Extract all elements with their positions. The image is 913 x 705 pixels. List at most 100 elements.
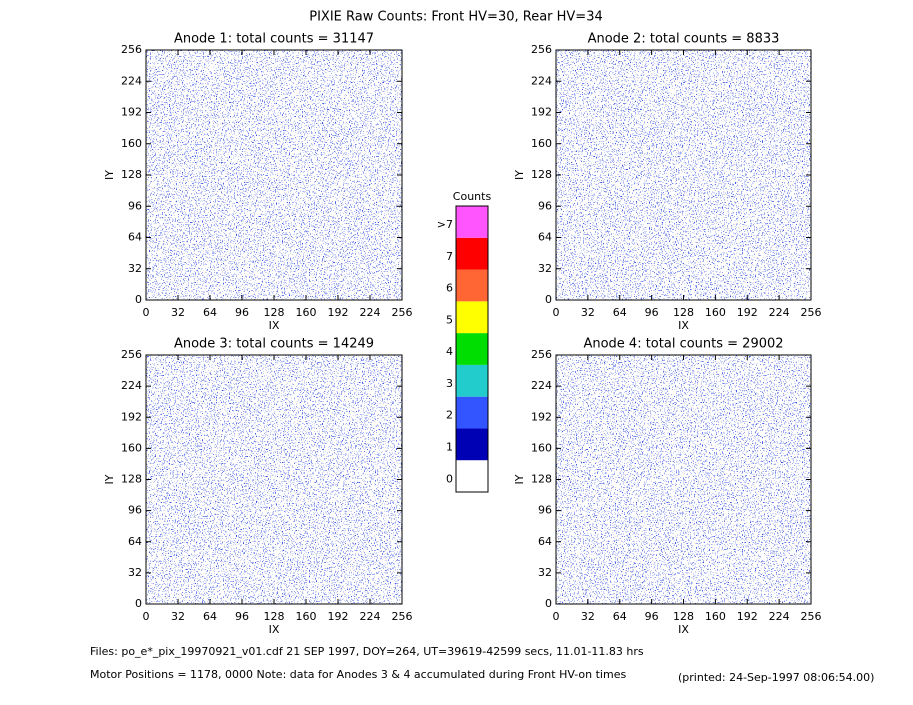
y-tick-label: 192 xyxy=(531,410,552,423)
y-tick-label: 160 xyxy=(531,137,552,150)
x-tick-label: 160 xyxy=(705,610,726,623)
colorbar-label: 7 xyxy=(446,250,453,263)
panel-title: Anode 3: total counts = 14249 xyxy=(174,337,374,352)
y-tick-label: 32 xyxy=(128,262,142,275)
y-tick-label: 128 xyxy=(531,168,552,181)
y-axis-label: IY xyxy=(513,170,526,180)
colorbar-swatch xyxy=(456,428,488,461)
y-tick-label: 160 xyxy=(121,441,142,454)
y-tick-label: 64 xyxy=(128,535,142,548)
panel-title: Anode 4: total counts = 29002 xyxy=(583,337,783,352)
y-tick-label: 64 xyxy=(128,231,142,244)
x-tick-label: 192 xyxy=(328,306,349,319)
x-tick-label: 32 xyxy=(581,306,595,319)
x-tick-label: 64 xyxy=(203,306,217,319)
colorbar-swatch xyxy=(456,396,488,429)
count-texture xyxy=(556,50,811,300)
y-tick-label: 96 xyxy=(538,504,552,517)
y-tick-label: 0 xyxy=(545,293,552,306)
colorbar-frame xyxy=(455,205,489,493)
colorbar-swatch xyxy=(456,237,488,270)
count-texture xyxy=(146,355,402,604)
colorbar-swatch xyxy=(456,364,488,397)
y-tick-label: 224 xyxy=(121,74,142,87)
y-tick-label: 0 xyxy=(135,597,142,610)
y-tick-label: 32 xyxy=(538,262,552,275)
x-tick-label: 192 xyxy=(737,610,758,623)
y-tick-label: 96 xyxy=(128,199,142,212)
y-tick-label: 96 xyxy=(128,504,142,517)
colorbar-swatch xyxy=(456,460,488,492)
y-tick-label: 256 xyxy=(531,43,552,56)
x-tick-label: 64 xyxy=(613,306,627,319)
y-tick-label: 256 xyxy=(531,348,552,361)
x-tick-label: 128 xyxy=(264,610,285,623)
y-tick-label: 192 xyxy=(121,410,142,423)
colorbar-swatch xyxy=(456,333,488,365)
x-tick-label: 32 xyxy=(171,306,185,319)
y-tick-label: 96 xyxy=(538,199,552,212)
x-tick-label: 224 xyxy=(360,306,381,319)
x-tick-label: 96 xyxy=(645,610,659,623)
y-tick-label: 256 xyxy=(121,348,142,361)
panel-title: Anode 1: total counts = 31147 xyxy=(174,32,374,47)
x-tick-label: 96 xyxy=(645,306,659,319)
y-tick-label: 160 xyxy=(121,137,142,150)
colorbar-label: 3 xyxy=(446,377,453,390)
y-tick-label: 160 xyxy=(531,441,552,454)
colorbar-label: 1 xyxy=(446,441,453,454)
colorbar-label: 6 xyxy=(446,282,453,295)
x-axis-label: IX xyxy=(269,623,280,636)
colorbar-label: >7 xyxy=(437,218,453,231)
x-tick-label: 0 xyxy=(553,306,560,319)
x-tick-label: 0 xyxy=(143,306,150,319)
x-tick-label: 224 xyxy=(769,610,790,623)
x-tick-label: 192 xyxy=(328,610,349,623)
x-tick-label: 128 xyxy=(673,306,694,319)
y-tick-label: 64 xyxy=(538,535,552,548)
x-tick-label: 96 xyxy=(235,306,249,319)
x-axis-label: IX xyxy=(678,319,689,332)
x-tick-label: 0 xyxy=(143,610,150,623)
colorbar-label: 5 xyxy=(446,313,453,326)
y-tick-label: 64 xyxy=(538,231,552,244)
x-axis-label: IX xyxy=(269,319,280,332)
x-tick-label: 0 xyxy=(553,610,560,623)
footer-motor: Motor Positions = 1178, 0000 Note: data … xyxy=(90,668,626,681)
count-texture xyxy=(556,355,811,604)
x-tick-label: 32 xyxy=(171,610,185,623)
colorbar-label: 4 xyxy=(446,345,453,358)
count-texture xyxy=(146,50,402,300)
x-tick-label: 32 xyxy=(581,610,595,623)
colorbar-swatch xyxy=(456,269,488,302)
y-tick-label: 0 xyxy=(545,597,552,610)
colorbar-swatch xyxy=(456,301,488,334)
x-tick-label: 128 xyxy=(673,610,694,623)
x-tick-label: 96 xyxy=(235,610,249,623)
y-axis-label: IY xyxy=(103,170,116,180)
colorbar-label: 2 xyxy=(446,409,453,422)
y-axis-label: IY xyxy=(103,474,116,484)
x-tick-label: 128 xyxy=(264,306,285,319)
x-tick-label: 256 xyxy=(801,306,822,319)
footer-files: Files: po_e*_pix_19970921_v01.cdf 21 SEP… xyxy=(90,645,644,658)
footer-printed: (printed: 24-Sep-1997 08:06:54.00) xyxy=(678,671,874,684)
colorbar-swatch xyxy=(456,206,488,238)
colorbar-title: Counts xyxy=(453,190,492,203)
x-tick-label: 256 xyxy=(801,610,822,623)
colorbar-label: 0 xyxy=(446,472,453,485)
y-tick-label: 128 xyxy=(121,168,142,181)
y-tick-label: 128 xyxy=(121,473,142,486)
y-tick-label: 192 xyxy=(121,106,142,119)
x-tick-label: 64 xyxy=(203,610,217,623)
y-tick-label: 0 xyxy=(135,293,142,306)
x-tick-label: 256 xyxy=(392,610,413,623)
y-tick-label: 192 xyxy=(531,106,552,119)
y-tick-label: 224 xyxy=(531,74,552,87)
x-tick-label: 224 xyxy=(360,610,381,623)
x-tick-label: 160 xyxy=(296,610,317,623)
y-tick-label: 128 xyxy=(531,473,552,486)
x-tick-label: 224 xyxy=(769,306,790,319)
panel-title: Anode 2: total counts = 8833 xyxy=(588,32,780,47)
